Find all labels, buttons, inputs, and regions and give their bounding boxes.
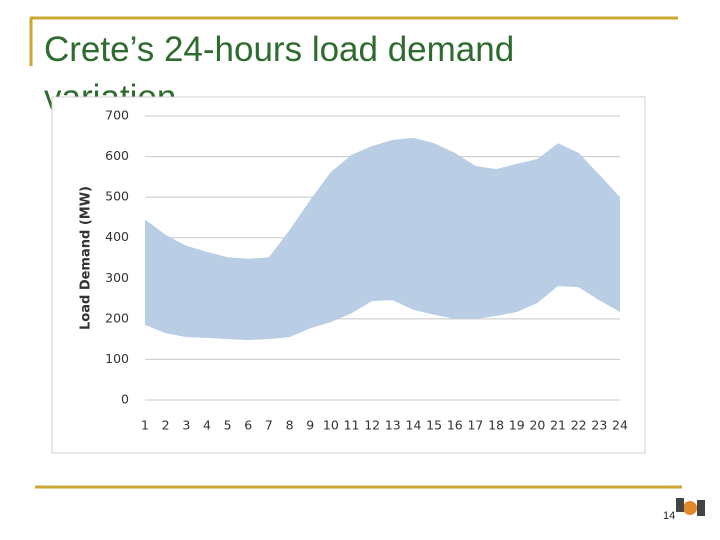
x-tick-label: 4 [203, 418, 211, 433]
y-tick-label: 0 [121, 392, 129, 407]
x-tick-label: 9 [306, 418, 314, 433]
y-tick-label: 500 [105, 189, 129, 204]
x-tick-label: 13 [385, 418, 401, 433]
x-tick-label: 6 [244, 418, 252, 433]
x-tick-label: 22 [571, 418, 587, 433]
y-tick-label: 100 [105, 351, 129, 366]
x-tick-label: 2 [162, 418, 170, 433]
x-tick-label: 21 [550, 418, 566, 433]
x-tick-label: 10 [323, 418, 339, 433]
x-tick-label: 20 [529, 418, 545, 433]
x-tick-label: 7 [265, 418, 273, 433]
y-axis-label: Load Demand (MW) [79, 186, 94, 330]
range-band [145, 137, 620, 340]
x-tick-label: 12 [364, 418, 380, 433]
x-tick-label: 17 [467, 418, 483, 433]
x-tick-label: 15 [426, 418, 442, 433]
y-tick-label: 400 [105, 229, 129, 244]
x-tick-label: 8 [286, 418, 294, 433]
x-tick-label: 3 [182, 418, 190, 433]
x-tick-label: 5 [224, 418, 232, 433]
x-tick-label: 11 [344, 418, 360, 433]
x-tick-label: 1 [141, 418, 149, 433]
y-tick-label: 600 [105, 148, 129, 163]
x-tick-label: 19 [509, 418, 525, 433]
x-tick-label: 24 [612, 418, 628, 433]
y-tick-label: 700 [105, 108, 129, 123]
x-tick-label: 18 [488, 418, 504, 433]
y-tick-label: 300 [105, 270, 129, 285]
x-tick-label: 14 [406, 418, 422, 433]
page-number: 14 [663, 510, 676, 522]
x-tick-label: 23 [591, 418, 607, 433]
x-tick-label: 16 [447, 418, 463, 433]
y-tick-label: 200 [105, 310, 129, 325]
